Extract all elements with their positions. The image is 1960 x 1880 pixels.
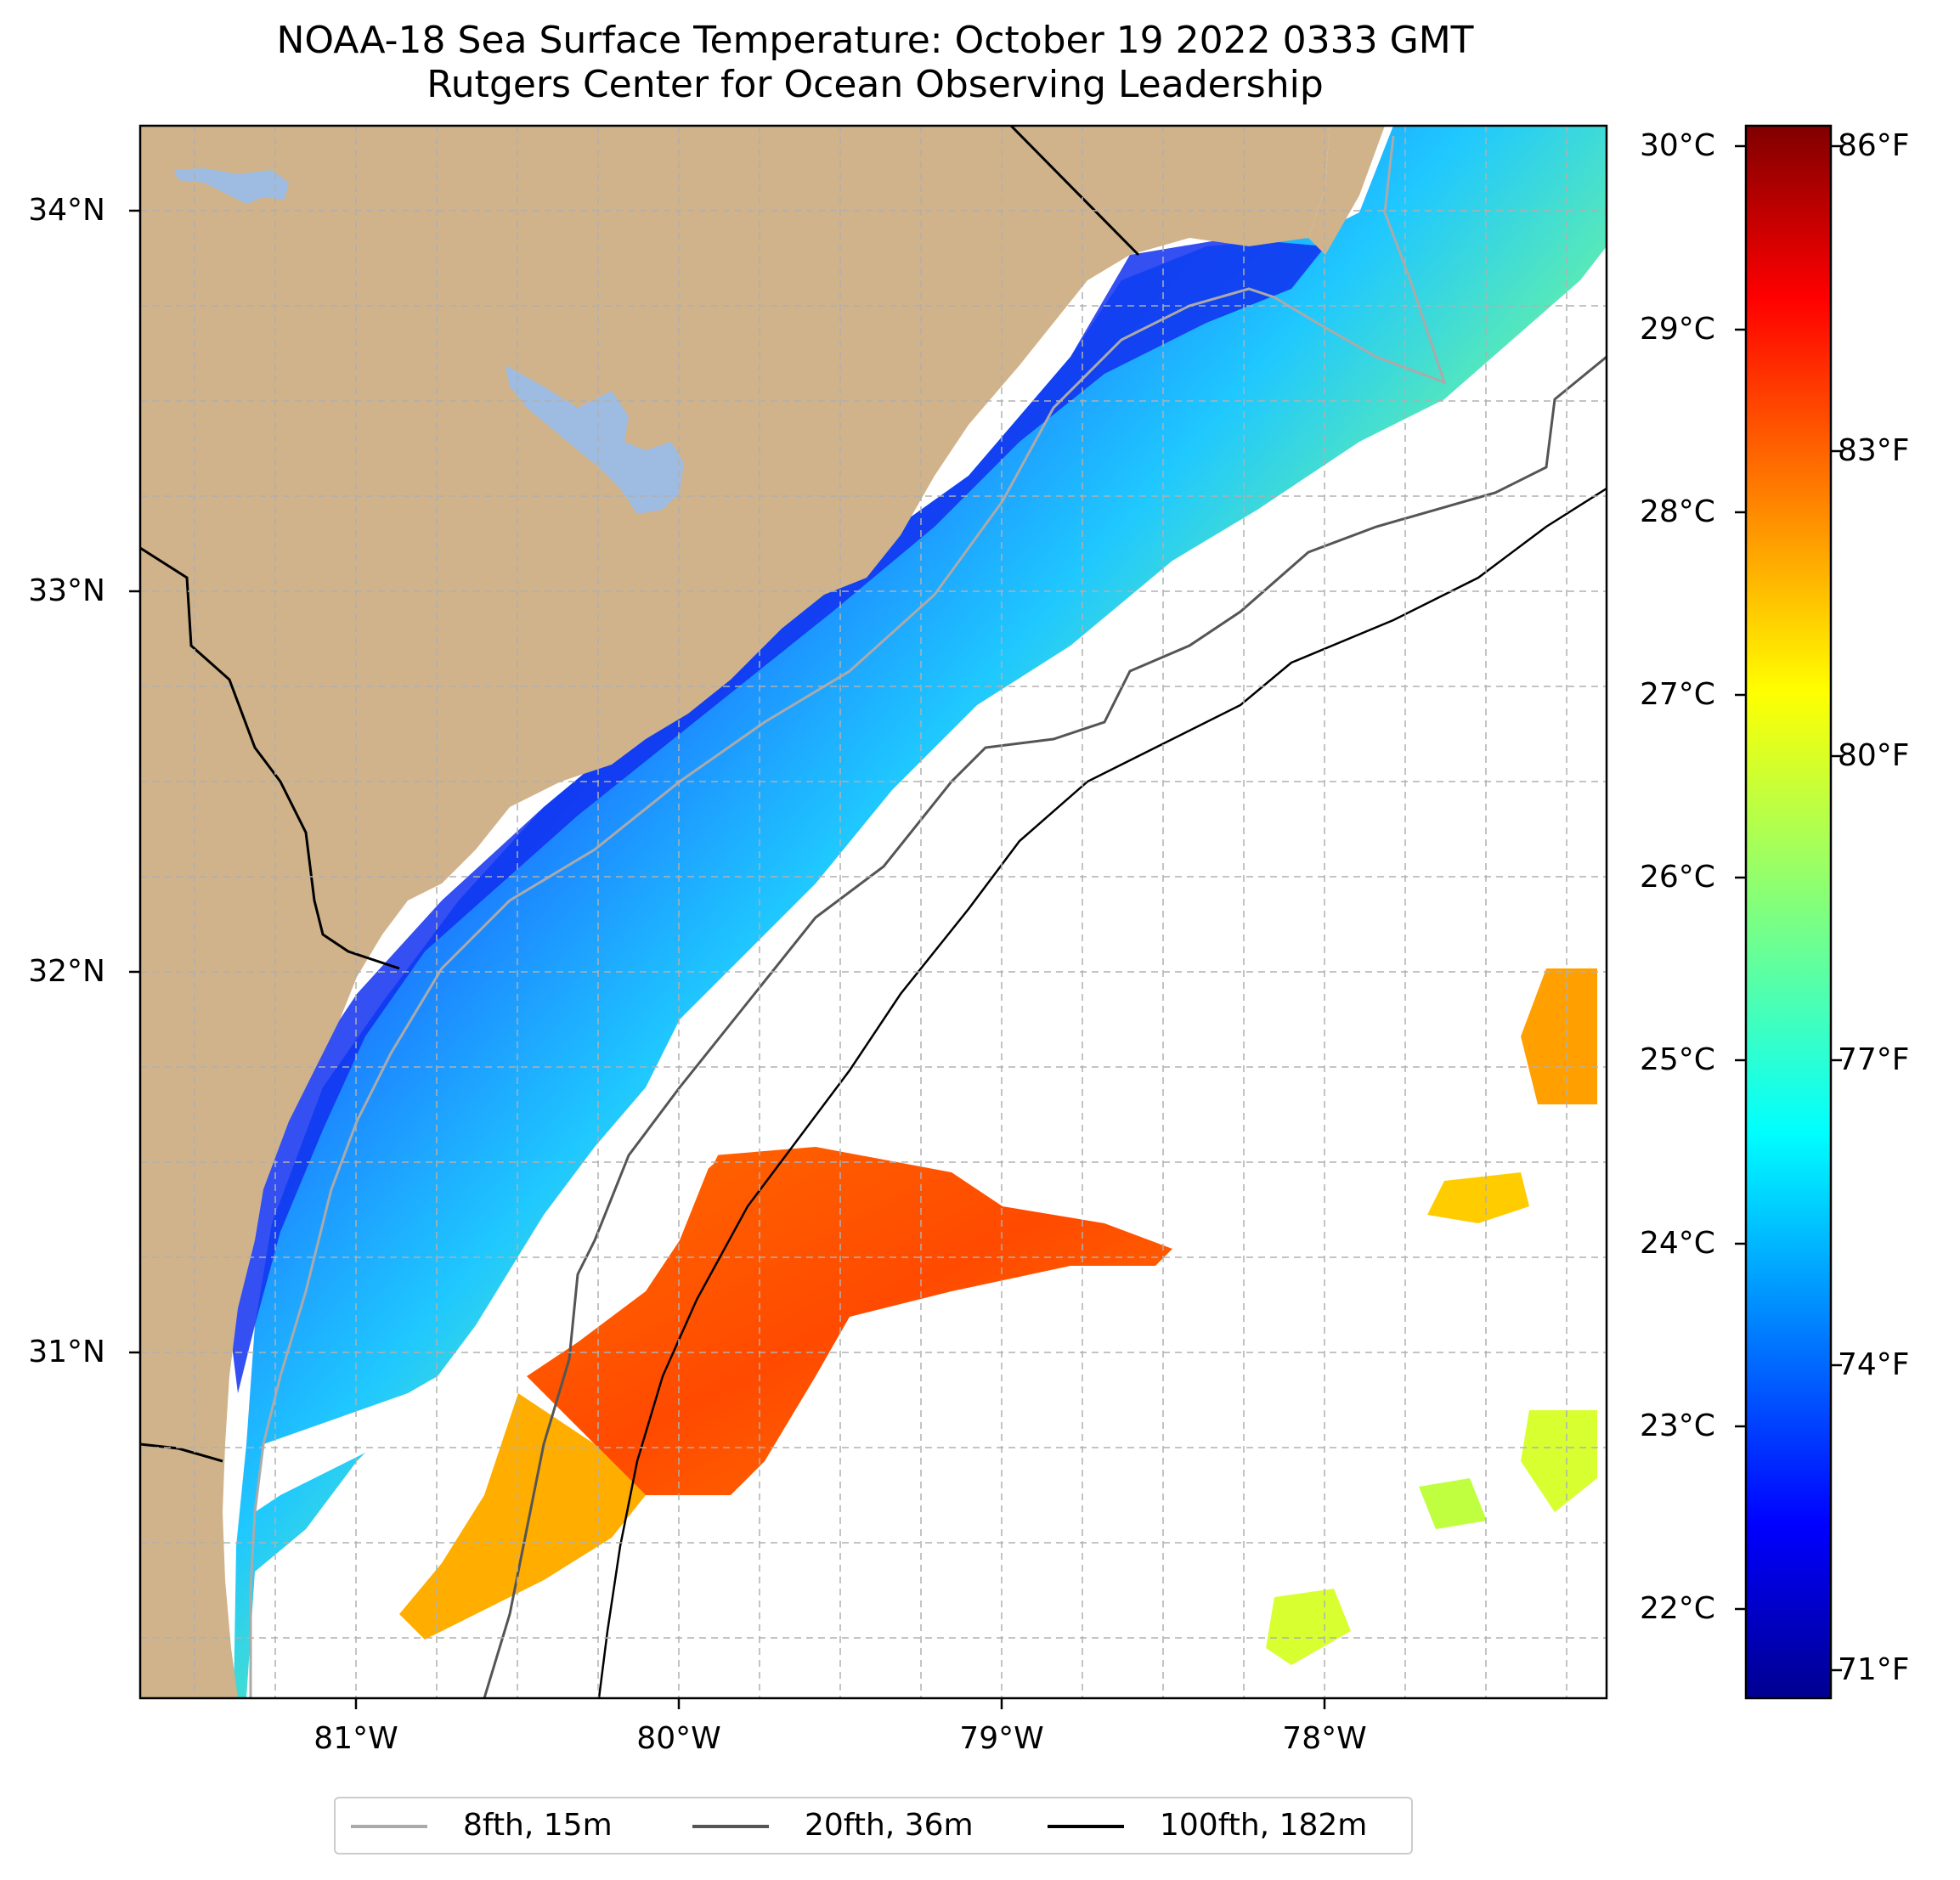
lon-label-80: 80°W [636, 1721, 721, 1756]
contour-legend: 8fth, 15m 20fth, 36m 100fth, 182m [334, 1797, 1413, 1855]
colorbar-c-label-23: 23°C [1640, 1409, 1715, 1443]
sst-patch-east-2 [1427, 1172, 1529, 1223]
legend-label-8fth: 8fth, 15m [463, 1808, 613, 1843]
graticule [140, 126, 1607, 1698]
sst-patch-south-2 [1419, 1478, 1487, 1529]
colorbar-f-label-80: 80°F [1838, 738, 1910, 773]
sst-coastal-band [234, 126, 1607, 1698]
colorbar-c-label-29: 29°C [1640, 312, 1715, 347]
state-boundary-nc-sc [1009, 126, 1140, 257]
colorbar-f-label-77: 77°F [1838, 1042, 1910, 1077]
contour-8fth [249, 135, 1447, 1698]
map-subtitle: Rutgers Center for Ocean Observing Leade… [426, 63, 1324, 106]
colorbar-f-label-74: 74°F [1838, 1347, 1910, 1382]
lat-label-33: 33°N [28, 573, 105, 608]
lat-label-32: 32°N [28, 954, 105, 989]
lake-marion [506, 365, 684, 514]
colorbar-f-label-71: 71°F [1838, 1652, 1910, 1687]
state-boundary-sc-ga [140, 546, 400, 970]
axis-ticks [129, 209, 1326, 1709]
lat-label-31: 31°N [28, 1335, 105, 1369]
colorbar-f-label-83: 83°F [1838, 433, 1910, 468]
land [140, 126, 1330, 1698]
legend-label-20fth: 20fth, 36m [805, 1808, 974, 1843]
sst-warm-patch [527, 1147, 1172, 1495]
sst-patch-east [1521, 968, 1597, 1104]
map-frame [138, 124, 1608, 1700]
legend-line-8fth [351, 1825, 427, 1828]
lon-label-81: 81°W [313, 1721, 398, 1756]
land-northeast [1308, 126, 1385, 255]
colorbar-c-label-24: 24°C [1640, 1226, 1715, 1261]
sst-patch-se [1521, 1410, 1597, 1512]
colorbar-c-label-25: 25°C [1640, 1042, 1715, 1077]
sst-cloud-gap [255, 1130, 731, 1512]
legend-line-100fth [1048, 1825, 1124, 1828]
lake-nc [174, 168, 289, 204]
colorbar-c-label-30: 30°C [1640, 128, 1715, 163]
lon-label-79: 79°W [959, 1721, 1044, 1756]
state-boundary-ga-fl [140, 1442, 223, 1463]
legend-label-100fth: 100fth, 182m [1160, 1808, 1368, 1843]
lon-label-78: 78°W [1282, 1721, 1367, 1756]
colorbar-c-label-26: 26°C [1640, 860, 1715, 895]
colorbar-f-label-86: 86°F [1838, 128, 1910, 163]
legend-line-20fth [692, 1825, 769, 1828]
map-title: NOAA-18 Sea Surface Temperature: October… [276, 19, 1474, 62]
sst-patch-south [1266, 1589, 1351, 1665]
colorbar-c-label-22: 22°C [1640, 1591, 1715, 1626]
sst-warm-southwest [399, 1393, 646, 1640]
colorbar-c-label-27: 27°C [1640, 677, 1715, 712]
colorbar-c-label-28: 28°C [1640, 494, 1715, 529]
colorbar [1744, 124, 1833, 1700]
lat-label-34: 34°N [28, 193, 105, 228]
colorbar-ticks [1735, 144, 1842, 1672]
